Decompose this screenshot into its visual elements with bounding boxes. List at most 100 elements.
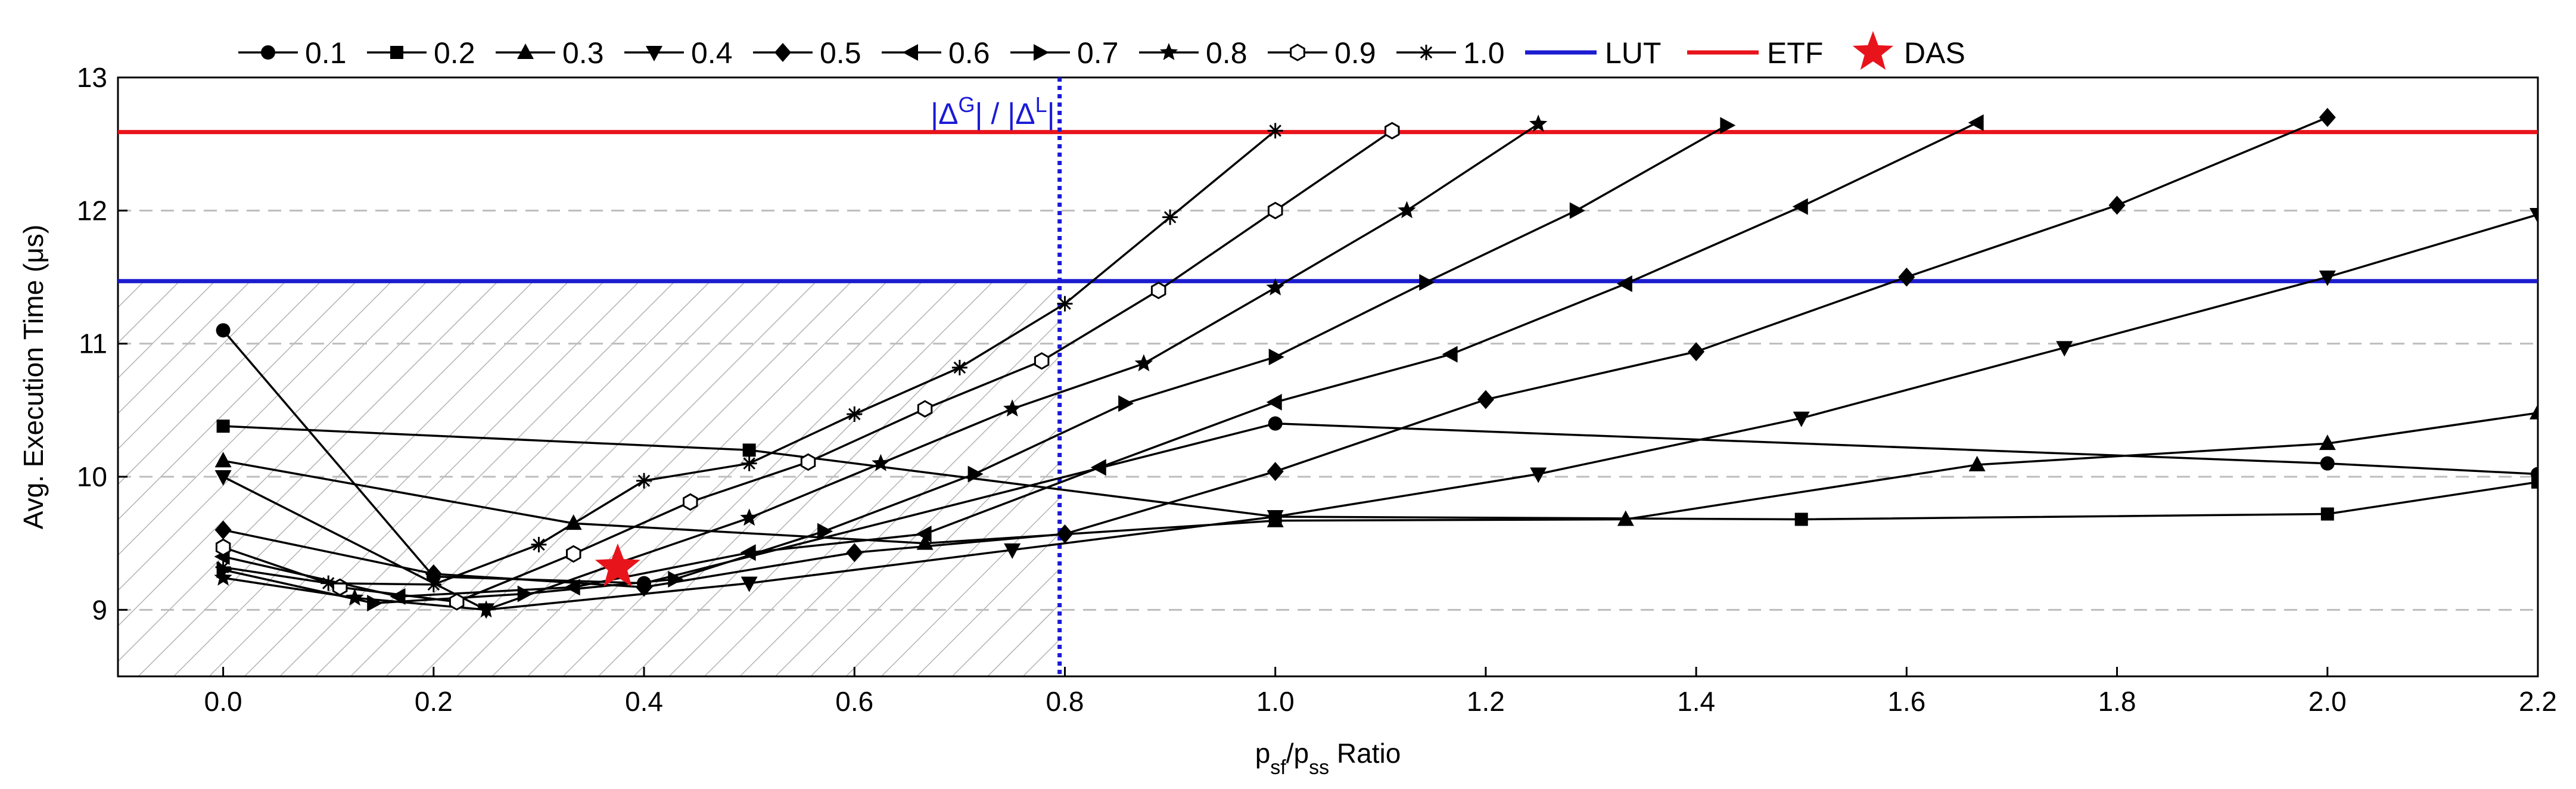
legend-label-0.5: 0.5 bbox=[820, 36, 861, 70]
plot-area: 0.0 0.2 0.4 0.6 0.8 1.0 1.2 1.4 1.6 1.8 2.0 2.2 9 10 1… bbox=[18, 62, 2557, 779]
data-point bbox=[1268, 416, 1283, 431]
data-point bbox=[2530, 208, 2538, 224]
x-tick-label: 1.8 bbox=[2098, 686, 2136, 717]
legend-marker-das bbox=[1852, 31, 1894, 70]
legend-label-0.8: 0.8 bbox=[1206, 36, 1247, 70]
data-point bbox=[1398, 201, 1416, 219]
data-point bbox=[1385, 122, 1400, 140]
data-point bbox=[1968, 455, 1986, 471]
data-point bbox=[1442, 346, 1458, 363]
x-tick-label: 1.6 bbox=[1887, 686, 1925, 717]
data-point bbox=[2319, 434, 2336, 451]
data-point bbox=[564, 579, 580, 596]
data-point bbox=[2320, 456, 2335, 471]
data-point bbox=[1419, 274, 1435, 291]
x-tick-label: 1.2 bbox=[1467, 686, 1505, 717]
data-point bbox=[321, 575, 337, 591]
data-point bbox=[800, 453, 816, 471]
asterisk-stroke bbox=[322, 577, 335, 589]
x-tick-label: 1.0 bbox=[1256, 686, 1295, 717]
data-point bbox=[846, 543, 863, 563]
data-point bbox=[215, 538, 231, 557]
data-point bbox=[2531, 475, 2538, 489]
data-point bbox=[636, 473, 652, 489]
data-point bbox=[214, 568, 232, 586]
asterisk-stroke bbox=[637, 474, 651, 487]
asterisk-stroke bbox=[1059, 297, 1071, 310]
x-tick-label: 2.2 bbox=[2519, 686, 2557, 717]
y-axis-title: Avg. Execution Time (μs) bbox=[18, 225, 49, 529]
data-point bbox=[1090, 459, 1106, 476]
data-point bbox=[1057, 296, 1073, 312]
data-point bbox=[1003, 399, 1022, 417]
data-point bbox=[215, 559, 231, 575]
data-point bbox=[2108, 195, 2126, 215]
data-point bbox=[1034, 352, 1050, 370]
legend-label-0.7: 0.7 bbox=[1077, 36, 1119, 70]
series-0.6 bbox=[214, 114, 1984, 605]
series-line bbox=[222, 330, 2538, 585]
asterisk-stroke bbox=[953, 361, 966, 374]
legend-marker bbox=[517, 44, 534, 59]
data-point bbox=[425, 576, 441, 592]
data-point bbox=[1529, 114, 1548, 132]
asterisk-stroke bbox=[1420, 46, 1433, 59]
data-point bbox=[566, 545, 581, 563]
data-point bbox=[449, 593, 465, 611]
legend-label-0.6: 0.6 bbox=[948, 36, 990, 70]
data-point bbox=[740, 544, 756, 561]
data-point bbox=[967, 465, 984, 483]
data-point bbox=[1968, 114, 1984, 131]
data-point bbox=[1616, 275, 1632, 293]
data-point bbox=[740, 508, 758, 526]
data-point bbox=[2056, 341, 2073, 357]
data-point bbox=[1266, 278, 1284, 296]
legend-label-0.9: 0.9 bbox=[1334, 36, 1376, 70]
legend-marker bbox=[1290, 44, 1305, 61]
data-point bbox=[1617, 510, 1634, 526]
legend-marker bbox=[646, 46, 662, 61]
x-tick-label: 0.6 bbox=[835, 686, 873, 717]
data-point bbox=[1267, 123, 1283, 139]
legend-marker bbox=[903, 44, 918, 61]
legend-marker bbox=[1418, 45, 1434, 60]
ratio-annotation: |ΔG| / |ΔL| bbox=[931, 92, 1055, 131]
data-point bbox=[332, 578, 348, 597]
data-point bbox=[1569, 202, 1585, 219]
asterisk-stroke bbox=[848, 408, 861, 421]
data-point bbox=[2319, 271, 2336, 286]
data-point bbox=[425, 564, 442, 584]
asterisk-stroke bbox=[1269, 125, 1281, 137]
data-point bbox=[1267, 201, 1283, 220]
x-axis-title: psf/pss Ratio bbox=[1255, 738, 1401, 779]
y-tick-label: 11 bbox=[79, 328, 107, 359]
y-tick-label: 13 bbox=[77, 62, 107, 93]
x-tick-label: 0.8 bbox=[1046, 686, 1084, 717]
data-point bbox=[668, 570, 684, 588]
x-tick-label: 0.4 bbox=[625, 686, 663, 717]
das-point bbox=[595, 543, 640, 587]
series-0.7 bbox=[216, 117, 1736, 612]
legend-marker bbox=[1034, 44, 1049, 61]
y-tick-label: 10 bbox=[77, 461, 107, 492]
legend-label-0.2: 0.2 bbox=[434, 36, 475, 70]
legend-marker bbox=[1159, 43, 1178, 60]
data-point bbox=[216, 323, 231, 338]
data-point bbox=[346, 588, 364, 606]
series-1.0 bbox=[215, 123, 1283, 592]
data-point bbox=[1162, 209, 1178, 225]
data-point bbox=[916, 526, 932, 543]
data-point bbox=[531, 536, 547, 552]
legend-marker bbox=[774, 43, 791, 62]
asterisk-stroke bbox=[427, 578, 440, 591]
data-point bbox=[214, 470, 232, 486]
data-point bbox=[917, 400, 933, 418]
data-point bbox=[872, 453, 890, 471]
series-line bbox=[222, 213, 2538, 611]
data-point bbox=[742, 443, 756, 457]
data-point bbox=[216, 420, 230, 433]
data-point bbox=[1004, 543, 1021, 559]
legend: 0.1 0.2 0.3 0.4 0.5 0.6 0.7 0.8 0.9 1.0 LUT ETF DAS bbox=[238, 31, 1965, 70]
legend-label-0.3: 0.3 bbox=[562, 36, 604, 70]
